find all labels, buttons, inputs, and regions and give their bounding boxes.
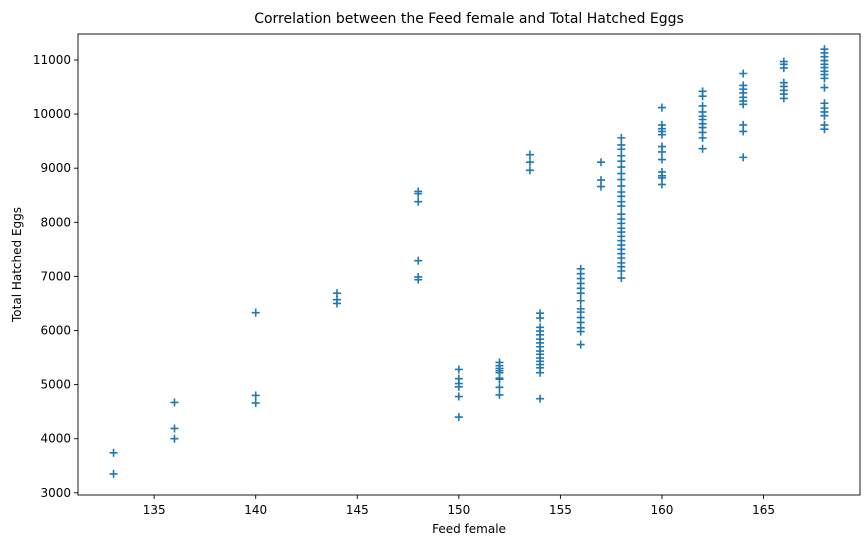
data-point (739, 69, 748, 78)
data-point (454, 413, 463, 422)
data-point (109, 448, 118, 457)
data-point (576, 296, 585, 305)
data-point (820, 83, 829, 92)
data-point (109, 469, 118, 478)
data-point (597, 182, 606, 191)
plot-frame (77, 33, 861, 496)
data-point (617, 202, 626, 211)
x-axis-label: Feed female (432, 522, 506, 536)
x-tick-label: 140 (244, 503, 267, 517)
chart-title: Correlation between the Feed female and … (254, 11, 684, 27)
x-tick-label: 135 (143, 503, 166, 517)
data-point (170, 434, 179, 443)
data-point (779, 64, 788, 73)
data-point (414, 275, 423, 284)
y-tick-label: 4000 (40, 432, 71, 446)
data-point (332, 299, 341, 308)
data-point (576, 289, 585, 298)
data-point (536, 314, 545, 323)
data-point (657, 103, 666, 112)
data-point (820, 111, 829, 120)
data-point (657, 155, 666, 164)
data-point (251, 308, 260, 317)
data-point (739, 100, 748, 109)
data-point (739, 127, 748, 136)
data-point (495, 390, 504, 399)
data-point (597, 158, 606, 167)
data-point (617, 274, 626, 283)
y-axis: 3000 4000 5000 6000 7000 8000 9000 10000 11000 (33, 53, 78, 500)
y-tick-label: 9000 (40, 161, 71, 175)
data-point (251, 399, 260, 408)
y-tick-label: 10000 (33, 107, 71, 121)
x-tick-label: 145 (346, 503, 369, 517)
data-point (414, 197, 423, 206)
y-axis-label: Total Hatched Eggs (10, 207, 24, 323)
data-point (454, 382, 463, 391)
data-point (170, 424, 179, 433)
data-point (414, 256, 423, 265)
data-point (495, 383, 504, 392)
data-point (495, 375, 504, 384)
data-point (536, 368, 545, 377)
data-point (617, 133, 626, 142)
data-point (657, 180, 666, 189)
data-point (536, 394, 545, 403)
y-tick-label: 6000 (40, 324, 71, 338)
data-point (454, 392, 463, 401)
data-point (576, 340, 585, 349)
data-points (109, 45, 829, 478)
x-tick-label: 155 (549, 503, 572, 517)
data-point (414, 189, 423, 198)
data-point (617, 266, 626, 275)
data-point (525, 150, 534, 159)
data-point (251, 391, 260, 400)
data-point (698, 133, 707, 142)
x-tick-label: 160 (651, 503, 674, 517)
x-tick-label: 150 (447, 503, 470, 517)
data-point (698, 144, 707, 153)
data-point (454, 365, 463, 374)
y-tick-label: 7000 (40, 269, 71, 283)
data-point (739, 153, 748, 162)
data-point (657, 130, 666, 139)
x-axis: 135 140 145 150 155 160 165 (143, 495, 775, 517)
data-point (525, 166, 534, 175)
data-point (820, 125, 829, 134)
x-tick-label: 165 (752, 503, 775, 517)
data-point (576, 327, 585, 336)
y-tick-label: 11000 (33, 53, 71, 67)
data-point (170, 398, 179, 407)
data-point (820, 74, 829, 83)
data-point (779, 94, 788, 103)
y-tick-label: 5000 (40, 378, 71, 392)
data-point (698, 92, 707, 101)
y-tick-label: 8000 (40, 215, 71, 229)
y-tick-label: 3000 (40, 486, 71, 500)
data-point (657, 147, 666, 156)
data-point (525, 158, 534, 167)
